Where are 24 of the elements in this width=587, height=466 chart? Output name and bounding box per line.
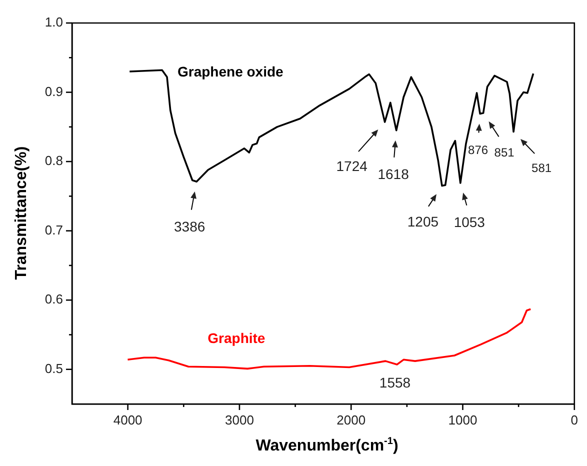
annotation: 1558 xyxy=(379,374,411,390)
annotation: 1205 xyxy=(407,214,439,230)
y-tick-label: 0.8 xyxy=(44,153,63,168)
annotation: 851 xyxy=(494,145,515,160)
annotation: 581 xyxy=(532,161,552,176)
annotation: 1053 xyxy=(454,214,486,230)
x-tick-label: 4000 xyxy=(113,412,142,428)
y-tick-label: 1.0 xyxy=(44,14,63,30)
annotation: 1618 xyxy=(378,166,410,182)
annotation: 1724 xyxy=(336,158,368,174)
annotation: 876 xyxy=(468,143,488,158)
x-axis-title: Wavenumber(cm$^{-1}$) xyxy=(254,436,400,456)
y-tick-label: 0.5 xyxy=(44,360,63,376)
x-tick-label: 1000 xyxy=(448,412,478,428)
annotation: 3386 xyxy=(174,218,206,234)
x-tick-label: 2000 xyxy=(336,412,366,428)
y-tick-label: 0.6 xyxy=(44,292,63,307)
x-tick-label: 0 xyxy=(570,412,578,428)
y-tick-label: 0.9 xyxy=(44,84,63,99)
y-axis-title: Transmittance(%) xyxy=(13,146,31,280)
series-label: Graphene oxide xyxy=(178,63,284,80)
x-tick-label: 3000 xyxy=(225,412,254,428)
y-tick-label: 0.7 xyxy=(44,222,63,238)
series-label: Graphite xyxy=(208,330,266,346)
